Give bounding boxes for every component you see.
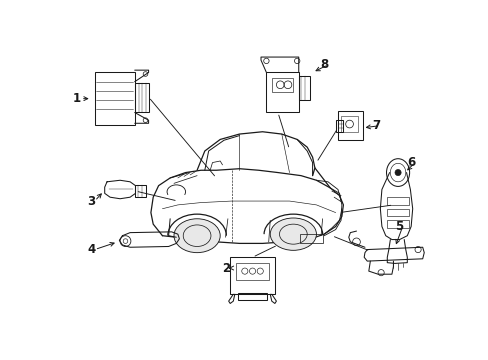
Bar	[95, 72, 135, 125]
Bar	[336, 120, 342, 132]
Text: 6: 6	[407, 156, 415, 169]
Bar	[298, 76, 309, 100]
Bar	[386, 209, 408, 216]
Bar	[299, 234, 322, 243]
Bar	[135, 185, 146, 197]
Text: 8: 8	[320, 58, 328, 71]
Text: 3: 3	[87, 194, 95, 208]
Bar	[266, 72, 298, 112]
Bar	[341, 116, 357, 132]
Bar	[271, 78, 293, 92]
Ellipse shape	[270, 218, 316, 250]
Bar	[238, 293, 266, 300]
Text: 1: 1	[73, 92, 81, 105]
Text: 2: 2	[222, 261, 230, 275]
Ellipse shape	[174, 219, 220, 253]
Bar	[386, 197, 408, 205]
Bar	[235, 263, 269, 280]
Bar	[337, 111, 362, 140]
Bar	[230, 257, 274, 294]
Text: 5: 5	[394, 220, 403, 233]
Bar	[386, 220, 408, 228]
Text: 4: 4	[87, 243, 95, 256]
Bar	[135, 83, 148, 112]
Circle shape	[394, 170, 400, 176]
Text: 7: 7	[372, 119, 380, 132]
